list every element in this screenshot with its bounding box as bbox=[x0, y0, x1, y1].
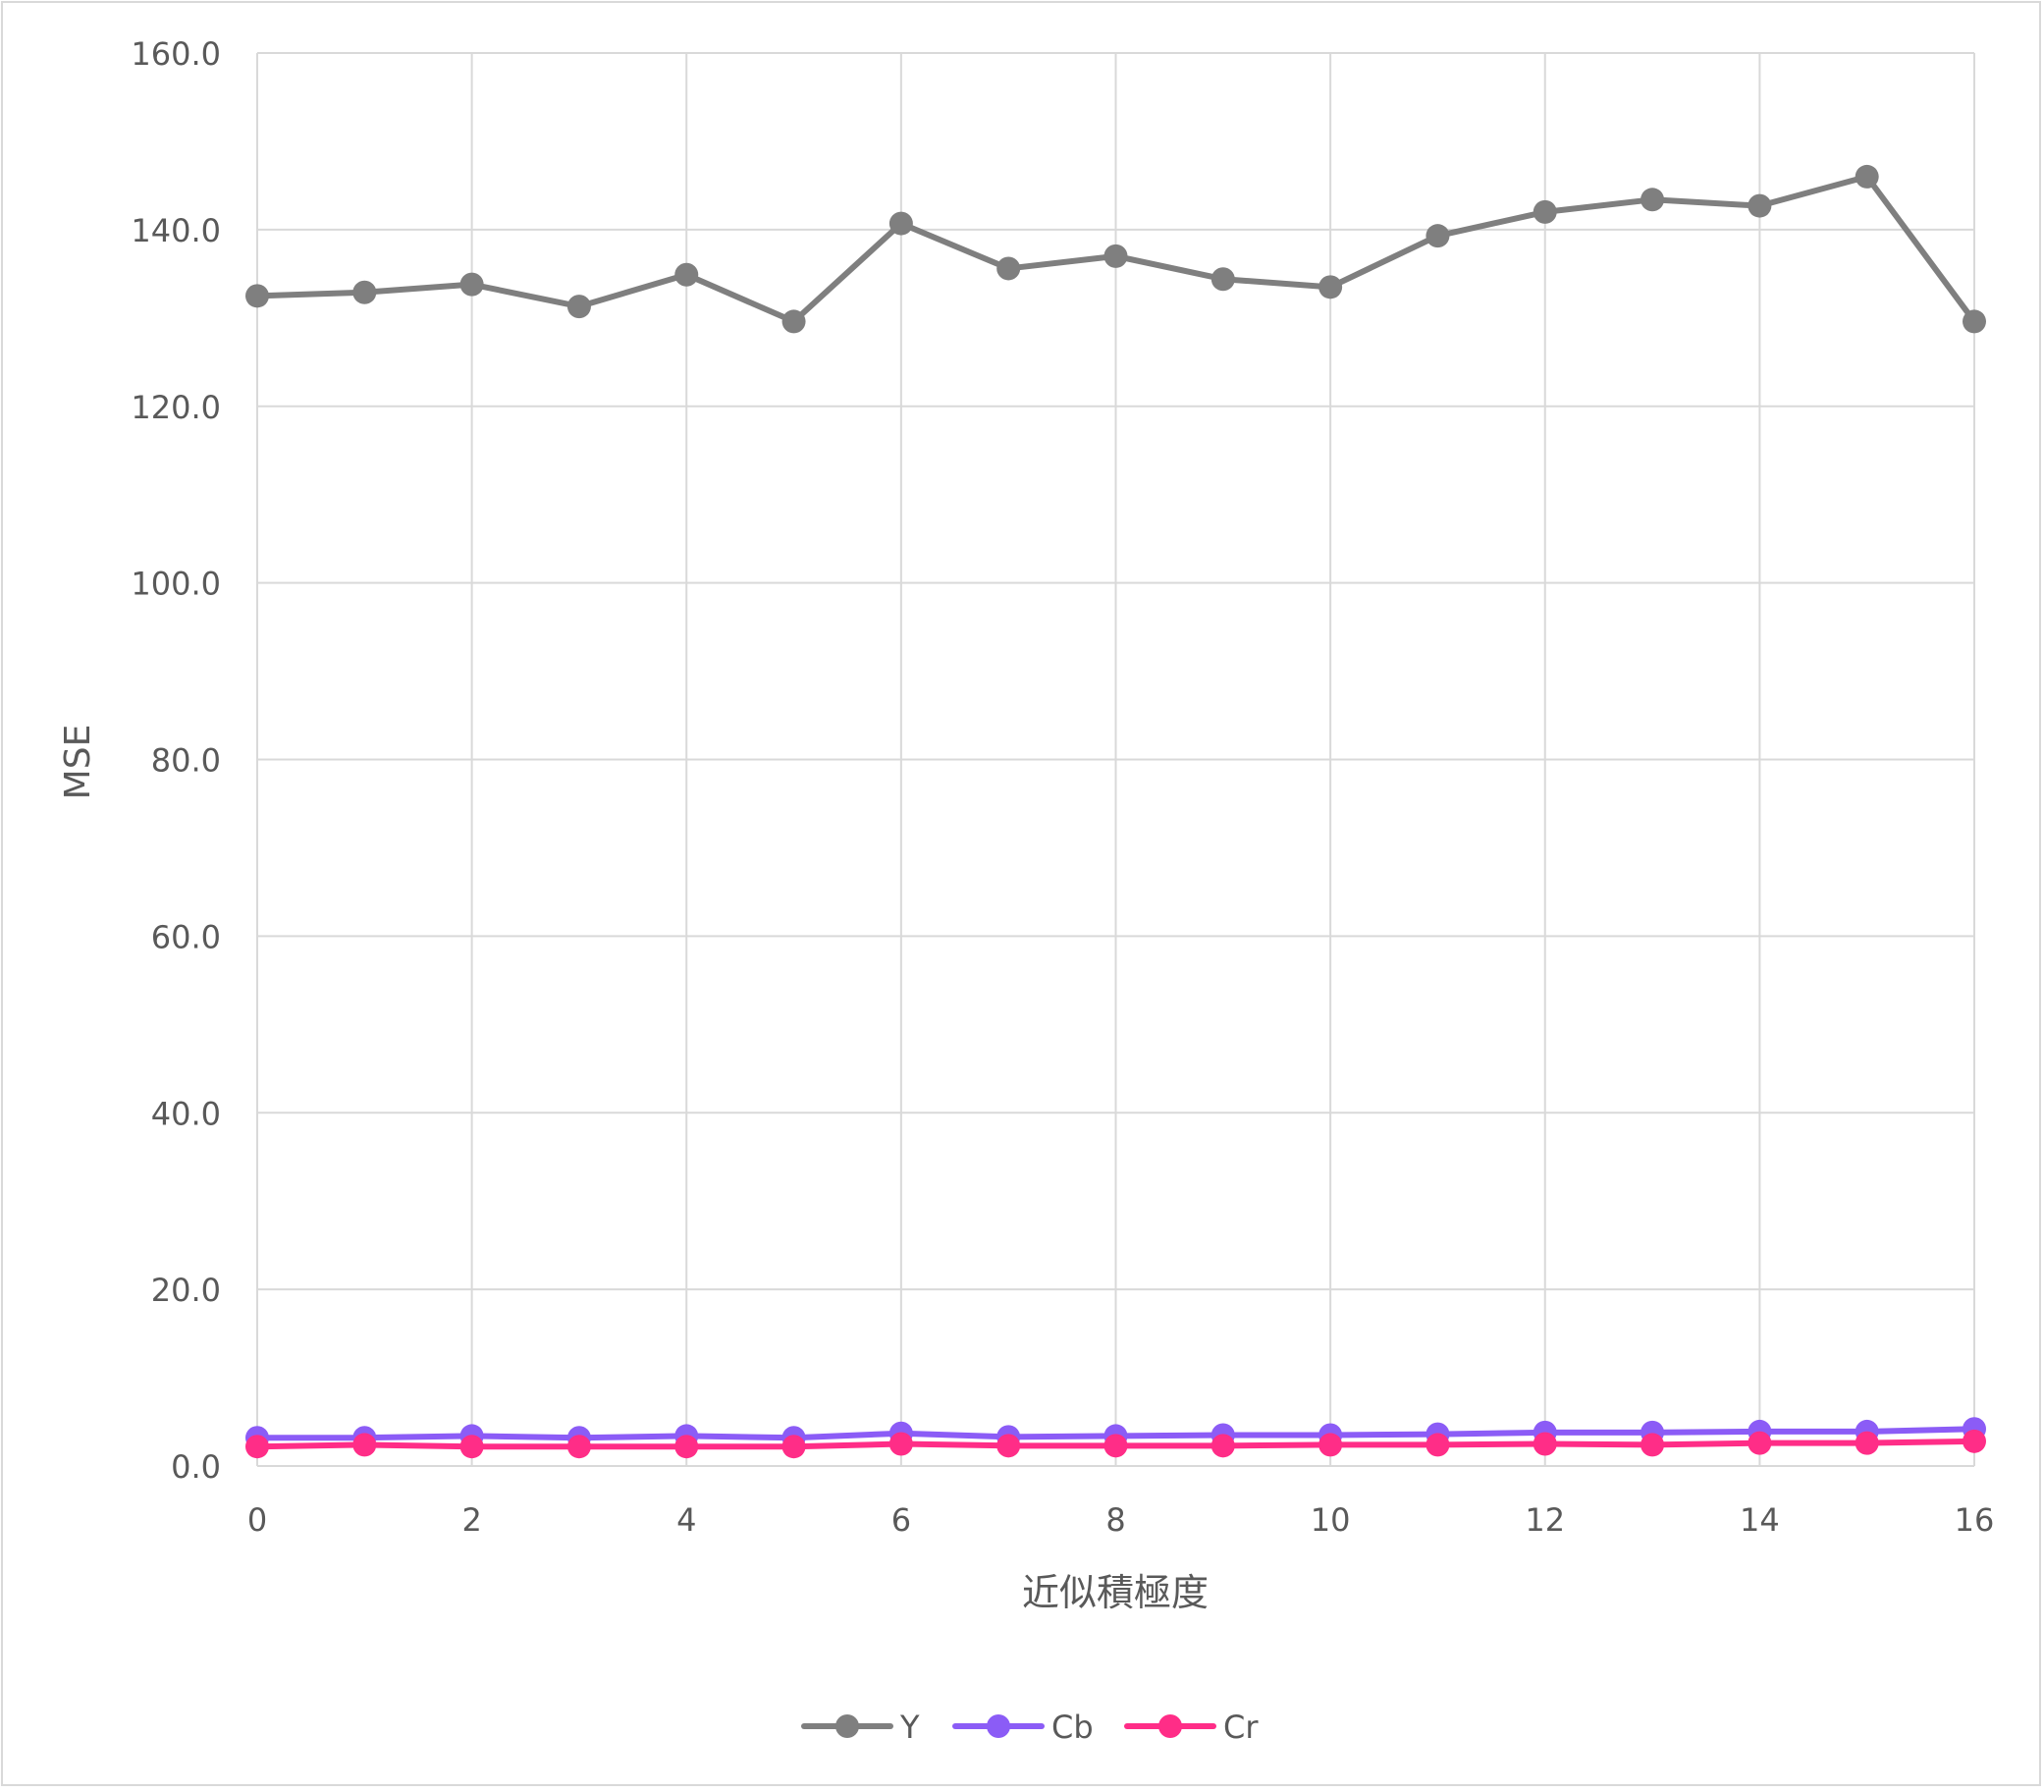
x-tick-label: 12 bbox=[1525, 1501, 1565, 1539]
series-y bbox=[245, 164, 1986, 334]
data-point-y bbox=[1641, 188, 1665, 212]
legend-label: Y bbox=[899, 1709, 920, 1746]
data-point-y bbox=[1748, 193, 1772, 218]
series-lines bbox=[245, 164, 1986, 1459]
legend-item-cr: Cr bbox=[1124, 1709, 1259, 1746]
legend-label: Cb bbox=[1051, 1709, 1094, 1746]
y-tick-label: 160.0 bbox=[131, 35, 221, 73]
data-point-cr bbox=[1963, 1429, 1986, 1453]
data-point-cr bbox=[888, 1432, 913, 1456]
x-axis-tick-labels: 0 2 4 6 8 10 12 14 16 bbox=[247, 1501, 1995, 1539]
y-tick-label: 20.0 bbox=[151, 1272, 221, 1309]
legend-marker bbox=[1158, 1714, 1182, 1738]
data-point-y bbox=[1318, 275, 1343, 299]
legend-marker bbox=[835, 1714, 859, 1738]
data-point-cr bbox=[996, 1434, 1021, 1458]
x-tick-label: 10 bbox=[1311, 1501, 1351, 1539]
data-point-cr bbox=[1103, 1434, 1128, 1458]
legend-item-y: Y bbox=[801, 1709, 920, 1746]
data-point-cr bbox=[674, 1435, 699, 1459]
data-point-cr bbox=[1748, 1431, 1772, 1455]
y-tick-label: 60.0 bbox=[151, 918, 221, 955]
y-tick-label: 80.0 bbox=[151, 742, 221, 780]
data-point-y bbox=[1855, 164, 1879, 189]
data-point-y bbox=[1963, 309, 1986, 334]
data-point-y bbox=[1210, 267, 1235, 292]
x-tick-label: 2 bbox=[461, 1501, 481, 1539]
legend-label: Cr bbox=[1223, 1709, 1259, 1746]
y-axis-tick-labels: 0.0 20.0 40.0 60.0 80.0 100.0 120.0 140.0 160.0 bbox=[131, 35, 221, 1486]
data-point-y bbox=[1103, 244, 1128, 268]
data-point-cr bbox=[1318, 1433, 1343, 1457]
x-tick-label: 4 bbox=[676, 1501, 696, 1539]
y-axis-label: MSE bbox=[58, 725, 98, 800]
y-tick-label: 100.0 bbox=[131, 566, 221, 603]
x-tick-label: 14 bbox=[1740, 1501, 1780, 1539]
data-point-y bbox=[674, 262, 699, 287]
data-point-cr bbox=[459, 1435, 484, 1459]
series-cr bbox=[245, 1429, 1986, 1459]
data-point-cr bbox=[566, 1435, 591, 1459]
data-point-y bbox=[566, 295, 591, 319]
y-tick-label: 40.0 bbox=[151, 1095, 221, 1132]
line-chart: 0.0 20.0 40.0 60.0 80.0 100.0 120.0 140.0 16 0.0 … bbox=[58, 35, 1995, 1746]
x-tick-label: 6 bbox=[891, 1501, 911, 1539]
data-point-y bbox=[781, 309, 806, 334]
y-tick-label: 120.0 bbox=[131, 389, 221, 426]
x-tick-label: 0 bbox=[247, 1501, 267, 1539]
data-point-cr bbox=[352, 1433, 377, 1457]
y-tick-label: 140.0 bbox=[131, 212, 221, 249]
data-point-y bbox=[996, 256, 1021, 281]
data-point-y bbox=[352, 280, 377, 304]
data-point-cr bbox=[1855, 1431, 1879, 1455]
data-point-y bbox=[1533, 199, 1557, 224]
legend-marker bbox=[987, 1714, 1010, 1738]
x-tick-label: 8 bbox=[1105, 1501, 1125, 1539]
data-point-y bbox=[888, 211, 913, 236]
legend: Y Cb Cr bbox=[801, 1709, 1259, 1746]
data-point-cr bbox=[1641, 1433, 1665, 1457]
legend-item-cb: Cb bbox=[952, 1709, 1094, 1746]
x-tick-label: 16 bbox=[1955, 1501, 1995, 1539]
data-point-cr bbox=[1210, 1434, 1235, 1458]
x-axis-label: 近似積極度 bbox=[1022, 1571, 1209, 1614]
data-point-cr bbox=[1425, 1433, 1450, 1457]
y-tick-label: 0.0 bbox=[171, 1448, 221, 1486]
data-point-y bbox=[1425, 224, 1450, 248]
data-point-cr bbox=[781, 1435, 806, 1459]
data-point-cr bbox=[1533, 1432, 1557, 1456]
data-point-y bbox=[459, 272, 484, 297]
data-point-y bbox=[245, 284, 269, 308]
data-point-cr bbox=[245, 1435, 269, 1459]
